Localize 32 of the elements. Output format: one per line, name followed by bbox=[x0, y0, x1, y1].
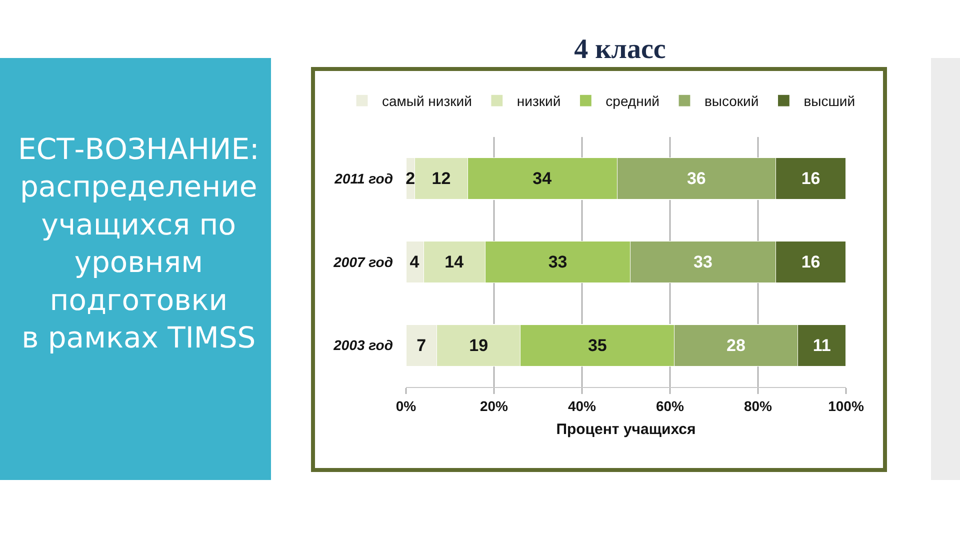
data-label: 16 bbox=[801, 252, 820, 272]
data-label: 33 bbox=[694, 252, 712, 272]
data-label: 28 bbox=[726, 336, 746, 355]
x-axis-title: Процент учащихся bbox=[556, 420, 696, 438]
data-label: 2 bbox=[406, 169, 416, 188]
x-tick-label: 100% bbox=[828, 398, 864, 414]
data-label: 36 bbox=[686, 169, 706, 188]
data-label: 16 bbox=[801, 169, 820, 188]
data-label: 35 bbox=[588, 336, 607, 355]
data-label: 7 bbox=[416, 336, 426, 355]
legend-label: самый низкий bbox=[382, 93, 472, 110]
x-tick-label: 80% bbox=[744, 398, 773, 414]
data-label: 11 bbox=[812, 336, 831, 355]
legend-label: низкий bbox=[516, 93, 561, 110]
x-tick-label: 60% bbox=[656, 398, 685, 414]
legend-label: средний bbox=[606, 93, 660, 110]
data-label: 4 bbox=[410, 252, 420, 272]
y-tick-label: 2011 год bbox=[334, 170, 394, 187]
y-tick-label: 2007 год bbox=[332, 254, 394, 270]
x-tick-label: 40% bbox=[568, 398, 597, 414]
data-label: 33 bbox=[548, 252, 568, 272]
data-label: 12 bbox=[432, 169, 451, 188]
data-label: 34 bbox=[532, 169, 552, 188]
text: ЕСТ-ВОЗНАНИЕ: распределение учащихся по уровням подготовки в рамках TIMSS bbox=[18, 132, 260, 354]
chart-title: 4 класс bbox=[574, 34, 666, 65]
data-label: 19 bbox=[469, 336, 488, 355]
legend-label: высокий bbox=[704, 93, 759, 110]
x-tick-label: 20% bbox=[480, 398, 509, 414]
y-tick-label: 2003 год bbox=[332, 337, 394, 354]
data-label: 14 bbox=[444, 252, 464, 272]
x-tick-label: 0% bbox=[396, 398, 417, 414]
legend-label: высший bbox=[804, 93, 856, 110]
